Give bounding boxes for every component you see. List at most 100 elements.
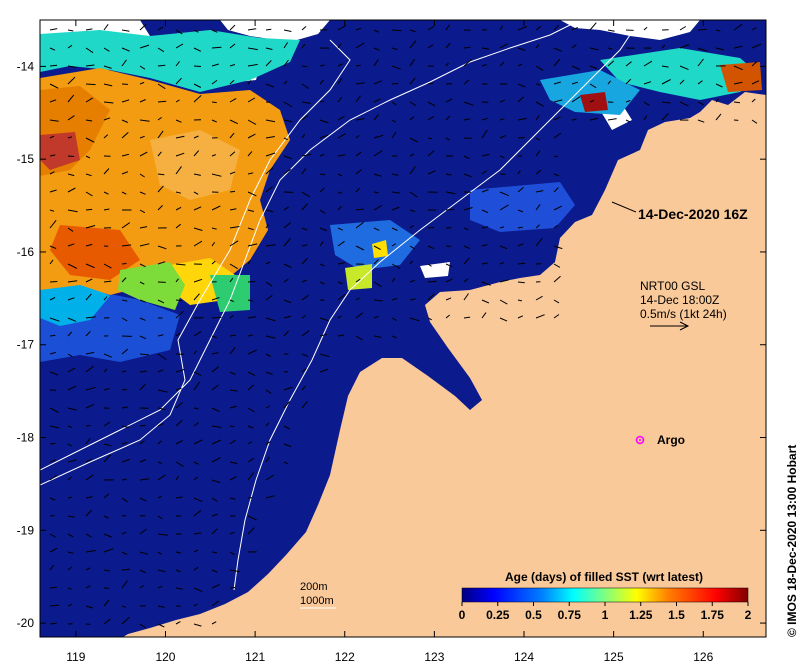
current-vector xyxy=(193,150,200,157)
current-vector xyxy=(661,44,666,49)
current-vector xyxy=(517,209,524,213)
current-vector xyxy=(157,245,167,250)
colorbar-gradient xyxy=(461,587,749,603)
current-vector xyxy=(409,101,417,107)
current-vector xyxy=(517,281,525,284)
current-vector xyxy=(49,99,57,103)
current-vector xyxy=(589,65,598,70)
current-vector xyxy=(391,119,396,123)
current-vector xyxy=(49,371,59,376)
longitude-labels: 119 120 121 122 123 124 125 126 xyxy=(66,650,713,664)
current-vector xyxy=(607,29,615,32)
current-vector xyxy=(301,294,309,301)
current-vector xyxy=(409,58,416,67)
current-time-label: 14-Dec 18:00Z xyxy=(640,293,719,307)
current-vector xyxy=(139,528,147,535)
current-vector xyxy=(49,474,57,481)
current-vector xyxy=(319,134,328,139)
current-vector xyxy=(337,43,342,49)
current-vector xyxy=(139,209,146,214)
current-vector xyxy=(301,101,311,104)
current-vector xyxy=(121,551,128,556)
current-vector xyxy=(139,173,145,178)
current-vector xyxy=(499,317,508,322)
current-vector xyxy=(553,116,561,121)
current-vector xyxy=(697,47,708,52)
current-vector xyxy=(193,510,202,517)
current-vector xyxy=(463,278,469,283)
current-vector xyxy=(499,25,504,31)
current-vector xyxy=(229,119,239,125)
latitude-labels: -14 -15 -16 -17 -18 -19 -20 xyxy=(17,59,35,630)
current-vector xyxy=(481,153,490,157)
current-vector xyxy=(445,191,456,195)
current-vector xyxy=(67,533,74,538)
current-vector xyxy=(301,400,308,409)
current-vector xyxy=(247,133,256,139)
current-vector xyxy=(49,459,57,463)
current-vector xyxy=(139,317,146,321)
current-vector xyxy=(373,335,382,338)
current-vector xyxy=(589,99,595,103)
current-vector xyxy=(85,263,95,269)
current-vector xyxy=(193,549,199,553)
current-vector xyxy=(409,191,418,198)
current-vector xyxy=(535,83,541,86)
current-vector xyxy=(247,371,256,376)
current-vector xyxy=(535,101,544,107)
current-vector xyxy=(103,443,112,447)
current-vector xyxy=(535,295,543,301)
current-vector xyxy=(409,153,415,157)
current-vector xyxy=(535,150,541,157)
current-vector xyxy=(679,65,689,71)
current-vector xyxy=(85,119,93,122)
current-vector xyxy=(85,173,92,177)
current-vector xyxy=(85,278,93,283)
current-vector xyxy=(427,227,435,229)
current-vector xyxy=(175,461,184,467)
current-vector xyxy=(67,263,78,269)
lat-tick-label: -15 xyxy=(17,152,35,166)
current-vector xyxy=(103,569,111,572)
current-vector xyxy=(373,47,380,51)
colorbar-tick-label: 1.75 xyxy=(701,608,725,622)
current-vector xyxy=(751,98,756,103)
current-vector xyxy=(247,384,255,391)
current-vector xyxy=(157,299,165,304)
current-vector xyxy=(157,440,162,445)
current-vector xyxy=(283,386,293,391)
current-vector xyxy=(247,260,251,265)
current-vector xyxy=(553,47,562,52)
current-vector xyxy=(121,370,127,373)
current-vector xyxy=(445,137,451,141)
current-vector xyxy=(85,208,93,211)
current-vector xyxy=(157,551,162,555)
lon-tick-label: 122 xyxy=(335,650,355,664)
current-vector xyxy=(67,459,77,463)
current-vector xyxy=(355,42,365,49)
current-vector xyxy=(301,168,307,175)
current-vector xyxy=(751,43,762,49)
current-vector xyxy=(697,28,707,31)
current-vector xyxy=(409,245,415,250)
current-vector xyxy=(211,439,222,445)
current-vector xyxy=(463,245,471,250)
current-vector xyxy=(481,226,489,229)
current-vector xyxy=(319,281,325,285)
current-vector xyxy=(409,116,415,121)
current-vector xyxy=(319,227,327,232)
current-vector xyxy=(229,461,238,464)
current-vector xyxy=(85,97,93,103)
current-vector xyxy=(139,81,145,85)
current-vector xyxy=(157,422,165,427)
current-vector xyxy=(283,238,291,247)
current-vector xyxy=(319,353,330,358)
current-vector xyxy=(301,26,307,31)
current-vector xyxy=(499,191,509,197)
current-vector xyxy=(535,114,540,121)
current-vector xyxy=(211,63,219,67)
current-vector xyxy=(733,81,743,85)
current-vector xyxy=(103,280,112,283)
current-vector xyxy=(229,569,240,573)
current-vector xyxy=(67,476,72,481)
